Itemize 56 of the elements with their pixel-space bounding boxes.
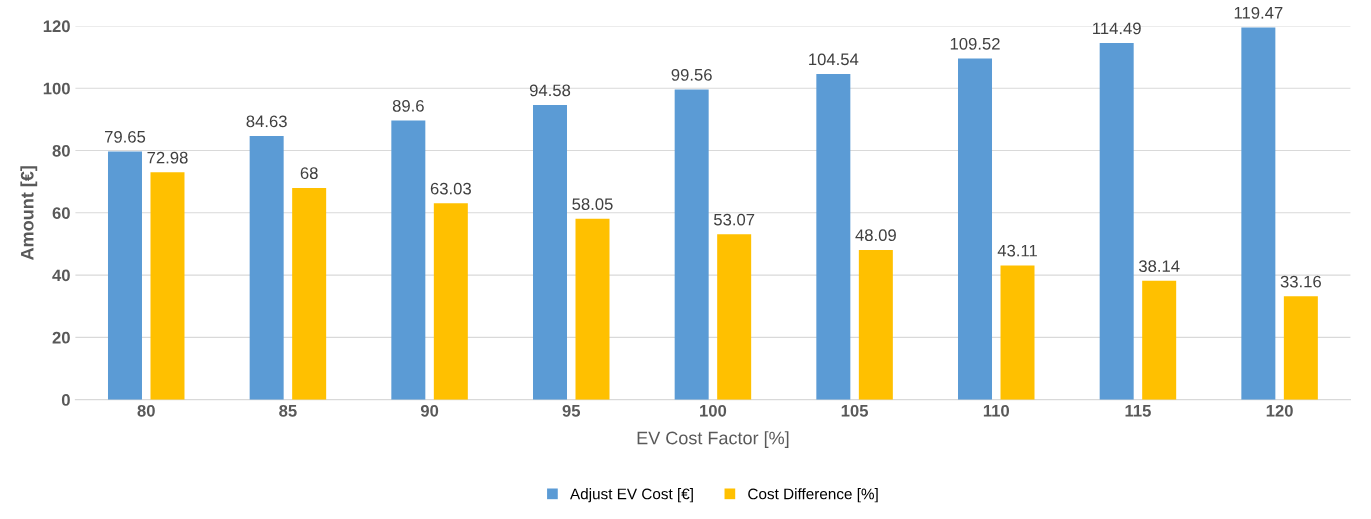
x-tick-label: 115 (1125, 405, 1151, 417)
data-label: 72.98 (147, 151, 188, 164)
bar (1000, 265, 1035, 400)
bar (1283, 296, 1318, 400)
x-tick-label: 95 (562, 404, 581, 417)
bar (674, 89, 709, 400)
bar (150, 172, 185, 400)
legend-label: Adjust EV Cost [€] (570, 488, 693, 503)
legend-label: Cost Difference [%] (748, 488, 878, 503)
data-label: 94.58 (529, 84, 571, 97)
data-label: 48.09 (855, 229, 896, 242)
x-tick-label: 80 (137, 404, 155, 417)
bar (1241, 27, 1276, 400)
data-label: 84.63 (246, 115, 287, 128)
data-label: 119.47 (1234, 6, 1283, 19)
bar (816, 74, 851, 400)
data-label: 89.6 (392, 99, 424, 112)
data-label: 109.52 (950, 37, 1000, 50)
bar (292, 187, 327, 400)
y-tick-label: 60 (52, 207, 70, 219)
y-tick-label: 0 (61, 394, 70, 406)
bar (1142, 280, 1177, 400)
data-label: 53.07 (713, 213, 755, 226)
bar (858, 249, 893, 400)
data-label: 114.49 (1093, 22, 1141, 35)
y-axis-title: Amount [€] (20, 166, 38, 260)
x-tick-label: 90 (420, 404, 439, 417)
data-label: 63.03 (430, 182, 471, 195)
bar (717, 234, 752, 400)
bar (575, 218, 610, 400)
bar (433, 203, 468, 400)
bar (958, 58, 993, 400)
data-label: 43.11 (997, 244, 1037, 257)
x-tick-label: 120 (1266, 404, 1293, 417)
bar (249, 136, 284, 400)
data-label: 99.56 (671, 68, 712, 81)
y-tick-label: 80 (52, 144, 70, 157)
y-tick-label: 120 (43, 20, 70, 33)
x-tick-label: 110 (983, 404, 1010, 417)
y-tick-label: 40 (52, 269, 70, 282)
data-label: 68 (300, 167, 318, 180)
x-tick-label: 105 (841, 404, 869, 417)
data-label: 58.05 (572, 198, 613, 211)
data-label: 104.54 (809, 53, 859, 66)
data-label: 79.65 (104, 130, 146, 143)
bar (391, 120, 426, 400)
x-tick-label: 100 (700, 404, 727, 417)
x-tick-label: 85 (279, 404, 297, 417)
y-tick-label: 20 (52, 331, 70, 344)
bar (533, 105, 567, 400)
bar (1099, 43, 1134, 400)
x-axis-title: EV Cost Factor [%] (637, 431, 789, 448)
data-label: 33.16 (1280, 275, 1321, 288)
y-tick-label: 100 (43, 82, 70, 95)
data-label: 38.14 (1138, 260, 1180, 273)
bar (107, 151, 142, 400)
